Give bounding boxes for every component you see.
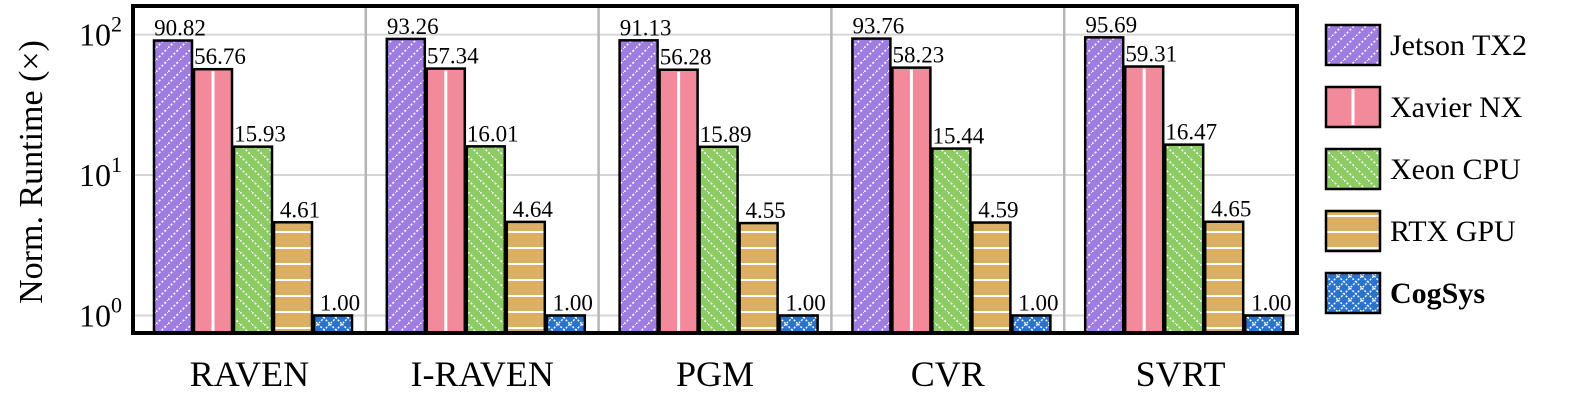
y-tick-label: 101 <box>79 152 122 193</box>
value-label: 91.13 <box>620 15 672 40</box>
value-label: 93.76 <box>853 14 905 39</box>
legend-label: RTX GPU <box>1390 215 1516 248</box>
bar-jetson-tx2-raven <box>152 39 194 335</box>
value-label: 1.00 <box>1251 290 1291 315</box>
legend-swatch <box>1324 147 1382 191</box>
value-label: 59.31 <box>1125 42 1177 67</box>
value-label: 1.00 <box>1018 290 1058 315</box>
value-label: 56.28 <box>660 45 712 70</box>
value-label: 4.55 <box>745 198 785 223</box>
value-label: 1.00 <box>785 290 825 315</box>
bar-cogsys-cvr <box>1011 314 1052 335</box>
category-label-raven: RAVEN <box>190 354 309 394</box>
value-label: 15.89 <box>700 122 752 147</box>
y-axis-ticks: 100 101 102 <box>79 12 122 334</box>
legend-swatch <box>1324 23 1382 67</box>
category-label-cvr: CVR <box>911 354 985 394</box>
y-axis-label: Norm. Runtime (×) <box>13 40 50 304</box>
value-label: 90.82 <box>154 16 206 41</box>
legend-item-jetson-tx2: Jetson TX2 <box>1324 23 1527 67</box>
plot-frame <box>131 4 1299 335</box>
legend-item-cogsys: CogSys <box>1324 271 1485 315</box>
value-label: 95.69 <box>1085 12 1137 37</box>
bar-jetson-tx2-svrt <box>1083 36 1125 335</box>
y-tick-label: 102 <box>79 12 122 53</box>
bar-rtx-gpu-svrt <box>1203 220 1245 335</box>
bar-xeon-cpu-pgm <box>698 145 739 335</box>
legend-item-xeon-cpu: Xeon CPU <box>1324 147 1521 191</box>
bar-cogsys-raven <box>312 314 354 335</box>
value-label: 57.34 <box>427 44 479 69</box>
bars <box>152 36 1285 335</box>
value-label: 4.65 <box>1211 197 1251 222</box>
legend: Jetson TX2 Xavier NX Xeon CPU RTX GPU CogSys <box>1324 23 1527 315</box>
bar-xeon-cpu-svrt <box>1163 143 1205 335</box>
legend-label: Jetson TX2 <box>1390 29 1527 62</box>
value-label: 93.26 <box>387 14 439 39</box>
value-label: 4.59 <box>978 198 1018 223</box>
y-tick-label: 100 <box>79 292 122 333</box>
value-label: 4.64 <box>513 197 554 222</box>
legend-item-rtx-gpu: RTX GPU <box>1324 209 1516 253</box>
bar-rtx-gpu-raven <box>272 221 314 335</box>
group-separators <box>364 6 1066 333</box>
value-label: 15.44 <box>933 124 985 149</box>
legend-label: CogSys <box>1390 277 1485 310</box>
value-label: 1.00 <box>320 290 360 315</box>
value-labels: 90.82 56.76 15.93 4.61 1.00 93.26 57.34 16.01 4.… <box>154 12 1291 315</box>
bar-rtx-gpu-pgm <box>738 221 779 335</box>
value-label: 58.23 <box>893 43 945 68</box>
legend-swatch <box>1324 209 1382 253</box>
category-label-pgm: PGM <box>676 354 754 394</box>
bar-xeon-cpu-cvr <box>931 147 972 335</box>
bar-jetson-tx2-i-raven <box>385 37 427 335</box>
value-label: 15.93 <box>234 122 286 147</box>
value-label: 4.61 <box>280 197 320 222</box>
bar-xeon-cpu-i-raven <box>465 145 507 335</box>
legend-label: Xavier NX <box>1390 91 1523 124</box>
value-label: 1.00 <box>553 290 593 315</box>
value-label: 16.47 <box>1165 120 1217 145</box>
bar-xeon-cpu-raven <box>232 145 274 335</box>
category-label-svrt: SVRT <box>1136 354 1226 394</box>
x-axis-categories: RAVEN I-RAVEN PGM CVR SVRT <box>190 354 1226 394</box>
legend-label: Xeon CPU <box>1390 153 1521 186</box>
bar-rtx-gpu-i-raven <box>505 220 547 335</box>
bar-cogsys-svrt <box>1243 314 1285 335</box>
category-label-i-raven: I-RAVEN <box>411 354 554 394</box>
bar-jetson-tx2-pgm <box>618 39 659 335</box>
value-label: 16.01 <box>467 121 519 146</box>
bar-jetson-tx2-cvr <box>851 37 892 335</box>
legend-item-xavier-nx: Xavier NX <box>1324 85 1523 129</box>
bar-cogsys-i-raven <box>545 314 587 335</box>
bar-rtx-gpu-cvr <box>971 221 1012 335</box>
value-label: 56.76 <box>194 44 246 69</box>
legend-swatch <box>1324 271 1382 315</box>
bar-cogsys-pgm <box>778 314 819 335</box>
